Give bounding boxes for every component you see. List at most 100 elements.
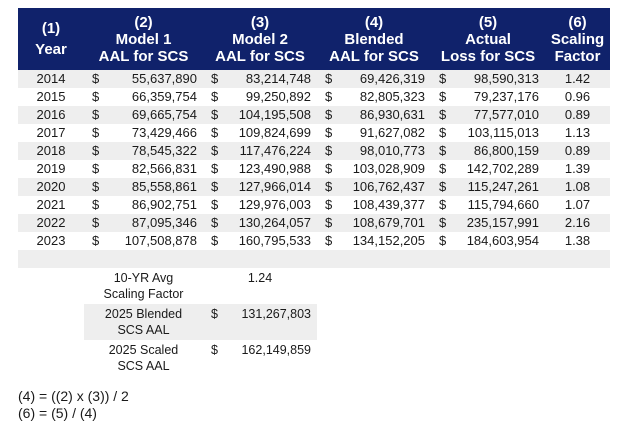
- currency-symbol: $: [92, 71, 100, 86]
- cell-value: 130,264,057: [238, 215, 311, 230]
- currency-symbol: $: [325, 71, 333, 86]
- summary-row: 2025 Blended SCS AAL $131,267,803: [18, 304, 610, 340]
- header-label: Model 2: [232, 30, 288, 48]
- spacer-row: [18, 250, 610, 268]
- cell-value: 91,627,082: [359, 125, 425, 140]
- currency-symbol: $: [211, 233, 219, 248]
- summary-section: 10-YR Avg Scaling Factor 1.24 2025 Blended S…: [18, 268, 610, 376]
- summary-label-line: 2025 Blended: [104, 307, 183, 321]
- table-row: 2016 $69,665,754 $104,195,508 $86,930,631 $7…: [18, 106, 610, 124]
- header-num: (2): [134, 13, 153, 31]
- cell-value: 78,545,322: [131, 143, 197, 158]
- cell-blended: $108,679,701: [317, 214, 431, 232]
- cell-actual: $115,794,660: [431, 196, 545, 214]
- cell-value: 108,439,377: [352, 197, 425, 212]
- summary-row: 10-YR Avg Scaling Factor 1.24: [18, 268, 610, 304]
- cell-value: 104,195,508: [238, 107, 311, 122]
- cell-value: 117,476,224: [239, 143, 311, 158]
- cell-factor: 1.39: [564, 161, 591, 176]
- cell-year: 2018: [36, 143, 66, 158]
- cell-year: 2019: [36, 161, 66, 176]
- header-label: Model 1: [115, 30, 172, 48]
- header-actual: (5) Actual Loss for SCS: [431, 8, 545, 70]
- cell-actual: $98,590,313: [431, 70, 545, 88]
- formula-note: (6) = (5) / (4): [18, 405, 97, 421]
- header-label: AAL for SCS: [329, 47, 419, 65]
- cell-value: 123,490,988: [238, 161, 311, 176]
- cell-m1: $73,429,466: [84, 124, 203, 142]
- cell-value: 103,028,909: [352, 161, 425, 176]
- cell-value: 235,157,991: [466, 215, 539, 230]
- currency-symbol: $: [211, 161, 219, 176]
- summary-amount: 162,149,859: [241, 343, 311, 357]
- table-row: 2018 $78,545,322 $117,476,224 $98,010,773 $8…: [18, 142, 610, 160]
- cell-actual: $77,577,010: [431, 106, 545, 124]
- header-model2: (3) Model 2 AAL for SCS: [203, 8, 317, 70]
- currency-symbol: $: [325, 89, 333, 104]
- currency-symbol: $: [439, 125, 447, 140]
- cell-m2: $109,824,699: [203, 124, 317, 142]
- summary-value: 1.24: [247, 271, 273, 285]
- currency-symbol: $: [325, 161, 333, 176]
- cell-value: 129,976,003: [238, 197, 311, 212]
- cell-m2: $127,966,014: [203, 178, 317, 196]
- currency-symbol: $: [325, 233, 333, 248]
- currency-symbol: $: [439, 161, 447, 176]
- header-label: Factor: [554, 47, 601, 65]
- currency-symbol: $: [439, 71, 447, 86]
- currency-symbol: $: [92, 197, 100, 212]
- cell-m2: $104,195,508: [203, 106, 317, 124]
- currency-symbol: $: [211, 307, 218, 321]
- cell-value: 77,577,010: [473, 107, 539, 122]
- cell-blended: $98,010,773: [317, 142, 431, 160]
- cell-value: 86,800,159: [473, 143, 539, 158]
- currency-symbol: $: [325, 125, 333, 140]
- currency-symbol: $: [92, 125, 100, 140]
- currency-symbol: $: [92, 215, 100, 230]
- currency-symbol: $: [92, 143, 100, 158]
- cell-value: 69,665,754: [131, 107, 197, 122]
- formula-note: (4) = ((2) x (3)) / 2: [18, 388, 129, 404]
- cell-actual: $86,800,159: [431, 142, 545, 160]
- header-blended: (4) Blended AAL for SCS: [317, 8, 431, 70]
- table-body: 2014 $55,637,890 $83,214,748 $69,426,319 $98…: [18, 70, 610, 250]
- cell-year: 2017: [36, 125, 66, 140]
- cell-value: 109,824,699: [238, 125, 311, 140]
- currency-symbol: $: [92, 89, 100, 104]
- currency-symbol: $: [211, 179, 219, 194]
- cell-year: 2014: [36, 71, 66, 86]
- cell-value: 86,902,751: [131, 197, 197, 212]
- cell-factor: 1.07: [564, 197, 591, 212]
- cell-m2: $129,976,003: [203, 196, 317, 214]
- cell-m1: $78,545,322: [84, 142, 203, 160]
- cell-value: 98,590,313: [473, 71, 539, 86]
- cell-value: 98,010,773: [359, 143, 425, 158]
- cell-value: 107,508,878: [124, 233, 197, 248]
- table-row: 2017 $73,429,466 $109,824,699 $91,627,082 $1…: [18, 124, 610, 142]
- cell-factor: 1.38: [564, 233, 591, 248]
- currency-symbol: $: [211, 143, 219, 158]
- cell-factor: 0.89: [564, 107, 591, 122]
- cell-m1: $69,665,754: [84, 106, 203, 124]
- cell-value: 69,426,319: [359, 71, 425, 86]
- table-row: 2023 $107,508,878 $160,795,533 $134,152,205…: [18, 232, 610, 250]
- currency-symbol: $: [211, 125, 219, 140]
- header-factor: (6) Scaling Factor: [545, 8, 610, 70]
- currency-symbol: $: [439, 143, 447, 158]
- currency-symbol: $: [211, 343, 218, 357]
- cell-value: 115,247,261: [467, 179, 539, 194]
- cell-blended: $69,426,319: [317, 70, 431, 88]
- summary-amount: 131,267,803: [241, 307, 311, 321]
- currency-symbol: $: [439, 215, 447, 230]
- header-label: AAL for SCS: [215, 47, 305, 65]
- currency-symbol: $: [211, 197, 219, 212]
- table-row: 2021 $86,902,751 $129,976,003 $108,439,377 $…: [18, 196, 610, 214]
- header-num: (1): [41, 20, 61, 37]
- cell-value: 86,930,631: [359, 107, 425, 122]
- summary-label-line: 2025 Scaled: [108, 343, 179, 357]
- summary-label-line: SCS AAL: [117, 359, 170, 373]
- cell-blended: $108,439,377: [317, 196, 431, 214]
- cell-value: 103,115,013: [467, 125, 539, 140]
- cell-actual: $142,702,289: [431, 160, 545, 178]
- aal-table: (1) Year (2) Model 1 AAL for SCS (3) Mod…: [18, 8, 610, 376]
